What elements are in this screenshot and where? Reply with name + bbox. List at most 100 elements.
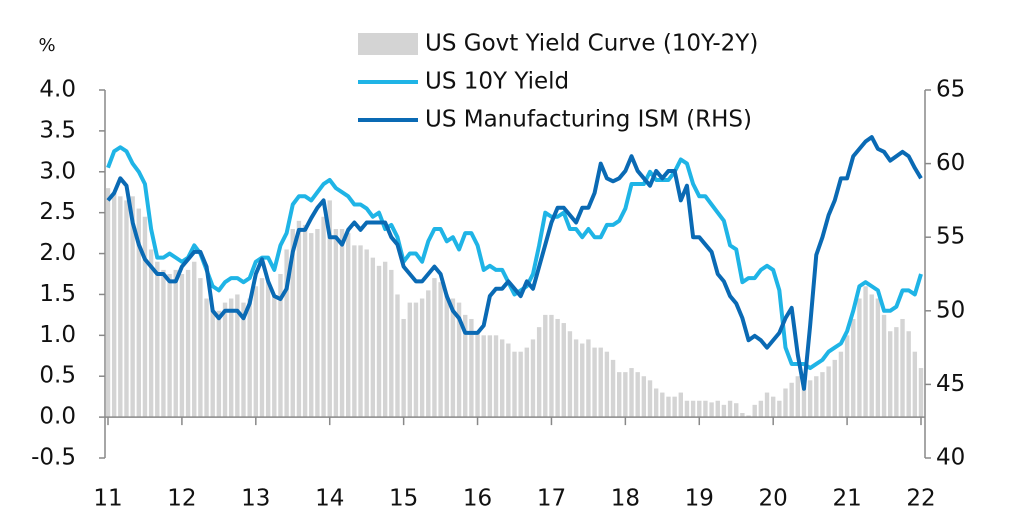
bar [376, 265, 382, 418]
bar [198, 278, 203, 418]
bar [216, 310, 222, 418]
x-tick-label: 13 [241, 486, 270, 512]
x-tick-label: 15 [389, 486, 418, 512]
x-tick-label: 14 [315, 486, 344, 512]
bar [844, 335, 850, 418]
bar [678, 392, 683, 418]
x-tick-label: 21 [832, 486, 861, 512]
bar [259, 278, 265, 418]
bar [506, 343, 511, 418]
bar [592, 347, 597, 418]
bar [444, 294, 449, 418]
bar [179, 274, 185, 418]
bar [284, 249, 289, 418]
bar [580, 343, 585, 418]
bar [481, 335, 486, 418]
bar [185, 269, 191, 418]
y2-tick-label: 50 [936, 297, 965, 323]
y-tick-label: 2.5 [39, 199, 76, 225]
bar [395, 294, 400, 418]
legend-label: US Manufacturing ISM (RHS) [425, 107, 752, 133]
bar [426, 290, 431, 418]
bar [265, 282, 271, 418]
bar [820, 372, 825, 418]
x-tick-label: 18 [611, 486, 640, 512]
bar [623, 372, 628, 418]
bar [684, 400, 690, 418]
bar [278, 274, 283, 418]
bar [450, 298, 456, 418]
bar [204, 298, 209, 418]
bar [302, 224, 308, 418]
bar [549, 314, 554, 418]
bar [389, 269, 394, 418]
bar [752, 404, 757, 418]
bar [690, 400, 696, 418]
bar [888, 331, 893, 418]
bar [801, 376, 807, 418]
bar [906, 331, 911, 418]
y-tick-label: 3.5 [39, 117, 76, 143]
bar [358, 245, 363, 418]
bar [857, 298, 862, 418]
bar [530, 339, 536, 418]
bar [499, 339, 505, 418]
bar [173, 269, 178, 418]
bar [339, 229, 345, 418]
y-tick-label: 3.0 [39, 158, 76, 184]
legend: US Govt Yield Curve (10Y-2Y) US 10Y Yield… [358, 31, 758, 133]
bar [807, 380, 813, 418]
bar [894, 327, 899, 418]
bar [660, 392, 665, 418]
bar [555, 318, 560, 418]
x-tick-label: 17 [537, 486, 566, 512]
bar [715, 400, 720, 418]
bar [192, 261, 197, 418]
bar [309, 233, 314, 418]
bar [148, 249, 154, 418]
bar [536, 327, 542, 418]
x-tick-label: 16 [463, 486, 492, 512]
bar [814, 376, 819, 418]
line [106, 135, 923, 391]
bar [746, 415, 751, 418]
bar [235, 294, 240, 418]
bar [210, 310, 215, 418]
bar [875, 298, 881, 418]
bar [770, 396, 776, 418]
x-tick-label: 12 [167, 486, 196, 512]
bar [777, 400, 782, 418]
bar [370, 257, 376, 418]
bar [795, 376, 801, 418]
bar [321, 216, 326, 418]
bar [469, 318, 474, 418]
bar [463, 314, 468, 418]
bar [561, 323, 566, 418]
bar [764, 392, 770, 418]
bar [832, 359, 837, 418]
bar [758, 400, 764, 418]
bar [727, 400, 733, 418]
bar [315, 229, 320, 418]
y-tick-label: 0.5 [39, 363, 76, 389]
bar [740, 413, 745, 418]
y2-tick-label: 40 [936, 445, 965, 471]
bar [610, 359, 616, 418]
bar [604, 351, 610, 418]
bar [863, 286, 868, 418]
bar [290, 229, 295, 418]
line [106, 145, 923, 371]
bar [641, 376, 647, 418]
y2-tick-label: 65 [936, 77, 965, 103]
bar [826, 366, 831, 418]
bar [105, 188, 111, 418]
bar [407, 302, 412, 418]
legend-label: US 10Y Yield [425, 69, 569, 95]
bar [401, 318, 406, 418]
legend-label: US Govt Yield Curve (10Y-2Y) [425, 31, 758, 57]
bar [524, 347, 530, 418]
bar [111, 192, 117, 418]
x-tick-label: 20 [759, 486, 788, 512]
bar [629, 368, 634, 418]
